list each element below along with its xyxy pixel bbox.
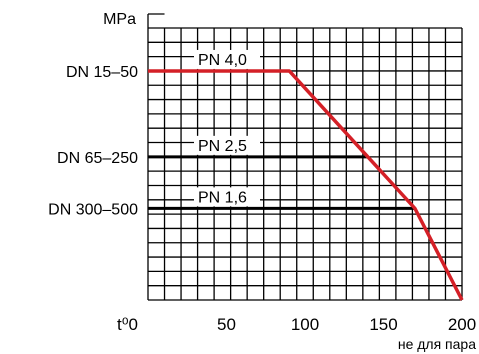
x-tick-label: 50 [217,315,236,334]
pressure-level-label-bg [194,187,260,207]
x-tick-label: 150 [369,315,397,334]
x-tick-label: 100 [291,315,319,334]
y-unit-label: MPa [103,11,136,28]
x-note: не для пара [398,336,476,352]
x-axis-label: t⁰0 [117,315,138,334]
grid [147,13,463,301]
pressure-level-label: PN 2,5 [198,138,247,155]
chart-labels: MPa DN 15–50 DN 65–250 DN 300–500 t⁰0 50 100 15… [48,11,476,352]
pressure-level-lines: PN 4,0 PN 2,5 PN 1,6 [148,49,415,210]
pressure-curve [148,69,464,301]
y-tick-label: DN 15–50 [66,64,138,81]
pressure-level-label-bg [194,135,260,155]
y-tick-label: DN 300–500 [48,201,138,218]
y-tick-label: DN 65–250 [57,150,138,167]
x-tick-label: 200 [448,315,476,334]
pressure-level-label: PN 1,6 [198,189,247,206]
series-line [148,69,464,301]
pressure-level-label: PN 4,0 [198,52,247,69]
pressure-level-label-bg [194,49,260,69]
